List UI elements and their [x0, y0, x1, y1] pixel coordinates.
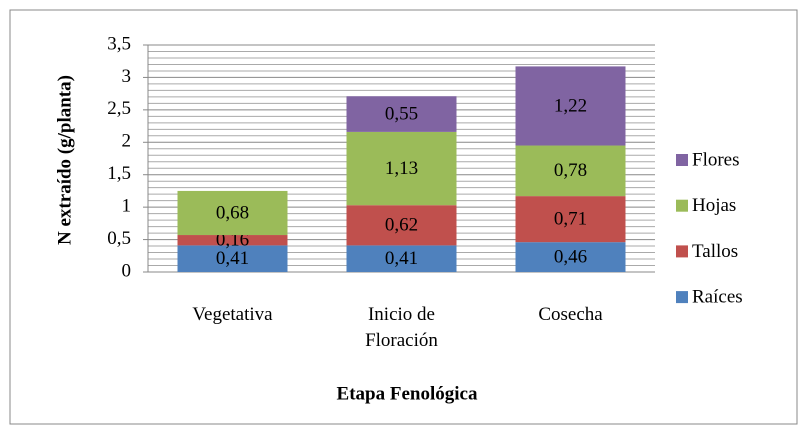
y-tick-label: 3	[122, 66, 132, 87]
x-axis-title: Etapa Fenológica	[337, 383, 478, 404]
data-label: 1,13	[385, 158, 418, 179]
bar-segment	[346, 245, 457, 272]
legend-swatch	[676, 291, 688, 304]
data-label: 0,71	[554, 209, 587, 230]
legend-swatch	[676, 245, 688, 258]
legend-label: Flores	[692, 149, 740, 170]
bar-segment	[515, 145, 626, 197]
bar-segment	[346, 96, 457, 132]
legend-swatch	[676, 199, 688, 212]
data-label: 0,41	[216, 248, 249, 269]
y-tick-label: 0	[122, 260, 132, 281]
y-tick-label: 2,5	[107, 98, 131, 119]
x-tick-label: Inicio de Floración	[365, 304, 438, 351]
bar-segment	[177, 190, 288, 236]
bar-segment	[515, 66, 626, 146]
data-label: 0,55	[385, 103, 418, 124]
data-label: 0,62	[385, 215, 418, 236]
legend-label: Tallos	[692, 241, 738, 262]
legend-swatch	[676, 154, 688, 166]
data-label: 0,41	[385, 248, 418, 269]
y-axis-title: N extraído (g/planta)	[54, 75, 75, 245]
data-label: 1,22	[554, 95, 587, 116]
data-label: 0,78	[554, 160, 587, 181]
y-tick-label: 0,5	[107, 228, 131, 249]
bar-segment	[346, 131, 457, 206]
x-tick-label: Vegetativa	[192, 304, 273, 325]
y-tick-label: 1,5	[107, 163, 131, 184]
bar-segment	[177, 235, 288, 246]
data-label: 0,46	[554, 246, 587, 267]
y-tick-label: 2	[122, 131, 132, 152]
y-tick-label: 1	[122, 196, 132, 217]
data-label: 0,68	[216, 202, 249, 223]
bar-segment	[346, 205, 457, 246]
y-tick-label: 3,5	[107, 33, 131, 54]
legend-label: Hojas	[692, 195, 736, 216]
x-tick-label: Cosecha	[538, 304, 603, 325]
bar-segment	[515, 242, 626, 272]
bar-segment	[515, 196, 626, 243]
legend-label: Raíces	[692, 286, 743, 307]
bar-segment	[177, 245, 288, 272]
